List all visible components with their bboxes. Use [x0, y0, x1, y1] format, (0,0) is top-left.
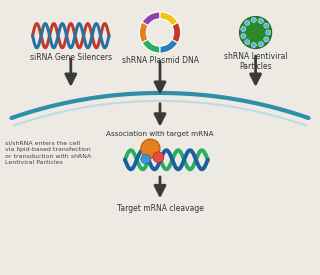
Wedge shape — [142, 39, 160, 53]
Circle shape — [258, 42, 263, 47]
Wedge shape — [139, 22, 148, 43]
Circle shape — [245, 20, 250, 25]
Text: Association with target mRNA: Association with target mRNA — [106, 131, 214, 137]
Text: si/shRNA enters the cell
via lipid-based transfection
or transduction with shRNA: si/shRNA enters the cell via lipid-based… — [5, 141, 92, 166]
Circle shape — [251, 17, 256, 23]
Wedge shape — [160, 12, 178, 26]
Circle shape — [258, 18, 263, 23]
Circle shape — [245, 40, 250, 45]
Circle shape — [141, 139, 160, 158]
Circle shape — [251, 43, 256, 48]
Circle shape — [264, 37, 269, 42]
Wedge shape — [142, 12, 160, 26]
Circle shape — [241, 26, 246, 31]
Text: shRNA Lentiviral
Particles: shRNA Lentiviral Particles — [224, 52, 287, 71]
Circle shape — [266, 30, 271, 35]
Circle shape — [241, 34, 246, 39]
Text: siRNA Gene Silencers: siRNA Gene Silencers — [30, 53, 112, 62]
Circle shape — [141, 154, 150, 164]
Circle shape — [153, 152, 164, 163]
Wedge shape — [160, 39, 178, 53]
Text: Target mRNA cleavage: Target mRNA cleavage — [116, 204, 204, 213]
Wedge shape — [172, 22, 181, 43]
Circle shape — [240, 16, 271, 48]
Text: shRNA Plasmid DNA: shRNA Plasmid DNA — [122, 56, 198, 65]
Circle shape — [264, 23, 269, 28]
